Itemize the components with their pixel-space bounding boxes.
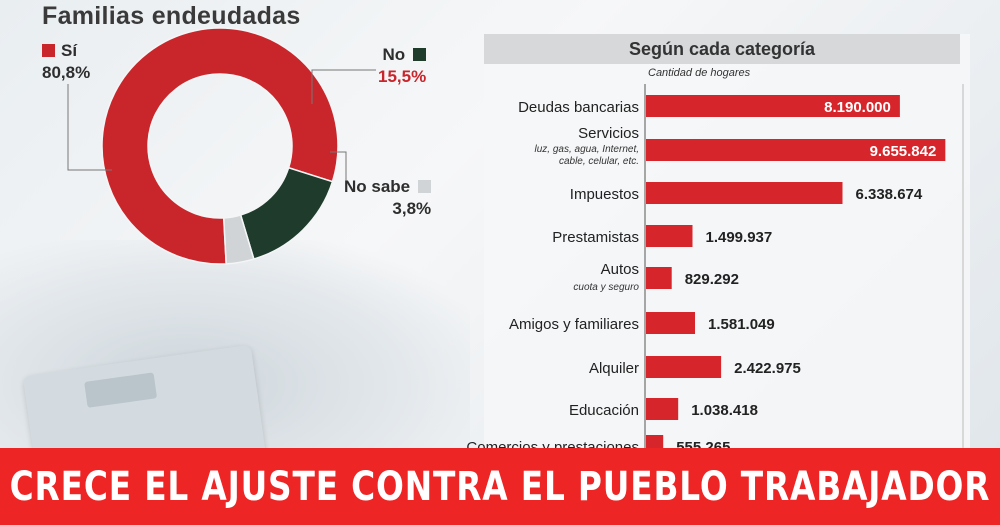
bar-category-sublabel: luz, gas, agua, Internet, (534, 144, 639, 155)
bar-4 (646, 267, 672, 289)
pie-slice-s- (101, 27, 339, 265)
pie-legend-nosabe-label: No sabe (344, 177, 411, 196)
pie-legend-no-label: No (382, 45, 406, 64)
pie-leader-line (67, 84, 112, 171)
bar-category-label: Autos (601, 261, 639, 278)
pie-legend-nosabe-value: 3,8% (392, 199, 432, 218)
bar-value-label: 829.292 (685, 271, 739, 288)
bar-value-label: 1.581.049 (708, 316, 775, 333)
bar-value-label: 1.499.937 (705, 229, 772, 246)
legend-swatch-si (42, 44, 55, 57)
bar-2 (646, 182, 843, 204)
bar-category-label: Prestamistas (552, 229, 639, 246)
pie-slice-no-sabe (222, 214, 255, 265)
bar-category-label: Deudas bancarias (518, 99, 639, 116)
pie-legend-si-label: Sí (61, 41, 78, 60)
pie-chart (67, 27, 376, 265)
bar-value-label: 2.422.975 (734, 360, 801, 377)
bar-value-label: 1.038.418 (691, 402, 758, 419)
bar-category-label: Educación (569, 402, 639, 419)
headline-banner: CRECE EL AJUSTE CONTRA EL PUEBLO TRABAJA… (0, 448, 1000, 525)
pie-legend-no-value: 15,5% (378, 67, 427, 86)
legend-swatch-no (413, 48, 427, 61)
bar-chart-title: Según cada categoría (484, 34, 960, 64)
bar-category-label: Servicios (578, 125, 639, 142)
bar-category-sublabel: cable, celular, etc. (559, 156, 639, 167)
legend-swatch-nosabe (418, 180, 432, 193)
bar-value-label: 9.655.842 (870, 143, 937, 160)
bar-6 (646, 356, 722, 378)
bar-3 (646, 225, 693, 247)
pie-leader-line (330, 151, 347, 182)
bar-value-label: 8.190.000 (824, 99, 891, 116)
pie-legend-no: No 15,5% (378, 44, 427, 88)
bar-chart-subtitle: Cantidad de hogares (648, 67, 751, 79)
bar-category-label: Amigos y familiares (509, 316, 639, 333)
bar-1 (646, 139, 946, 161)
pie-leader-line (311, 69, 376, 104)
bar-5 (646, 312, 696, 334)
pie-chart-title: Familias endeudadas (42, 2, 301, 30)
bar-value-label: 6.338.674 (855, 186, 922, 203)
pie-legend-si-value: 80,8% (42, 63, 91, 82)
pie-legend-si: Sí 80,8% (42, 40, 90, 84)
bar-category-sublabel: cuota y seguro (573, 282, 639, 293)
bar-0 (646, 95, 900, 117)
pie-legend-nosabe: No sabe 3,8% (344, 176, 432, 220)
bar-category-label: Alquiler (589, 360, 639, 377)
headline-text: CRECE EL AJUSTE CONTRA EL PUEBLO TRABAJA… (9, 463, 991, 510)
bar-7 (646, 398, 679, 420)
bar-category-label: Impuestos (570, 186, 639, 203)
